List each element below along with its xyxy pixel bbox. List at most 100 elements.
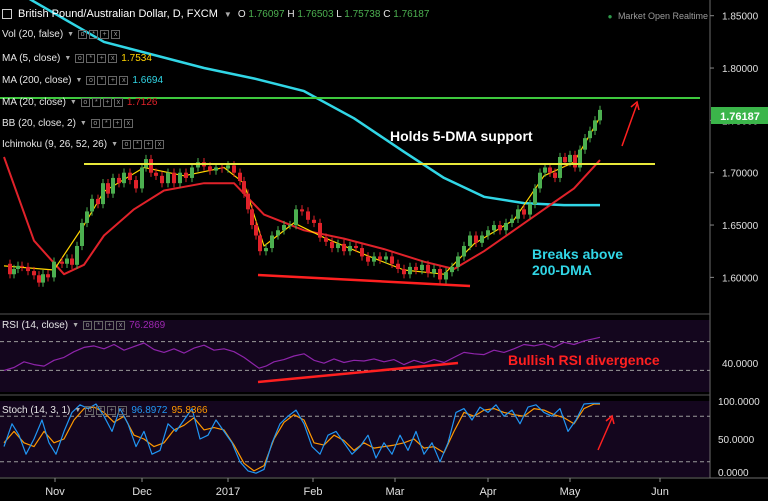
menu-icon[interactable]: ▼ <box>72 322 80 329</box>
candle-body <box>8 263 12 275</box>
candle-body <box>583 138 587 150</box>
candle-body <box>342 243 346 252</box>
indicator-buttons: o * + x <box>122 140 164 149</box>
candle-body <box>154 172 158 176</box>
close-icon[interactable]: x <box>113 98 123 107</box>
candle-body <box>444 272 448 280</box>
close-icon[interactable]: x <box>116 321 126 330</box>
stoch-tick-label: 50.0000 <box>718 435 755 446</box>
candle-body <box>414 266 418 271</box>
close-icon[interactable]: x <box>118 406 128 415</box>
add-icon[interactable]: + <box>107 406 117 415</box>
indicator-legend-ma200[interactable]: MA (200, close) ▼ o * + x 1.6694 <box>2 75 164 86</box>
eye-icon[interactable]: o <box>90 119 100 128</box>
add-icon[interactable]: + <box>102 98 112 107</box>
time-tick-label: May <box>560 486 581 498</box>
close-icon[interactable]: x <box>108 54 118 63</box>
menu-icon[interactable]: ▼ <box>69 99 77 106</box>
candle-body <box>220 167 224 169</box>
candle-body <box>106 183 110 194</box>
time-tick-label: Feb <box>304 486 323 498</box>
add-icon[interactable]: + <box>108 76 118 85</box>
candle-body <box>250 209 254 226</box>
eye-icon[interactable]: o <box>83 321 93 330</box>
up-arrow-head-icon <box>630 100 640 111</box>
menu-icon[interactable]: ▼ <box>67 31 75 38</box>
settings-icon[interactable]: * <box>94 321 104 330</box>
candle-body <box>573 154 577 168</box>
eye-icon[interactable]: o <box>85 406 95 415</box>
candle-body <box>128 172 132 181</box>
candle-body <box>172 172 176 184</box>
candle-body <box>432 268 436 274</box>
indicator-buttons: o * + x <box>85 406 128 415</box>
candle-body <box>26 266 30 272</box>
rsi-trendline[interactable] <box>257 361 459 384</box>
close-icon[interactable]: x <box>119 76 129 85</box>
time-tick-label: Jun <box>651 486 669 498</box>
indicator-legend-vol[interactable]: Vol (20, false) ▼ o * + x <box>2 29 121 40</box>
breaks-annotation-line2: 200-DMA <box>532 262 592 278</box>
indicator-legend-ichimoku[interactable]: Ichimoku (9, 26, 52, 26) ▼ o * + x <box>2 139 164 150</box>
stoch-k-value: 96.8972 <box>131 405 168 416</box>
settings-icon[interactable]: * <box>89 30 99 39</box>
candle-body <box>348 245 352 252</box>
add-icon[interactable]: + <box>97 54 107 63</box>
stoch-d-line <box>3 403 600 472</box>
symbol-title[interactable]: British Pound/Australian Dollar, D, FXCM <box>18 8 218 20</box>
settings-icon[interactable]: * <box>97 76 107 85</box>
eye-icon[interactable]: o <box>75 54 85 63</box>
candle-body <box>468 235 472 246</box>
menu-icon[interactable]: ▼ <box>79 120 87 127</box>
candle-body <box>160 175 164 184</box>
price-trendline[interactable] <box>257 273 471 288</box>
candle-body <box>553 172 557 178</box>
stoch-legend[interactable]: Stoch (14, 3, 1) ▼ o * + x 96.8972 95.8366 <box>2 405 208 416</box>
candle-body <box>37 275 41 283</box>
rsi-legend[interactable]: RSI (14, close) ▼ o * + x 76.2869 <box>2 320 166 331</box>
candle-body <box>378 256 382 260</box>
add-icon[interactable]: + <box>144 140 153 149</box>
settings-icon[interactable]: * <box>133 140 142 149</box>
price-tick-label: 1.80000 <box>722 64 759 75</box>
menu-icon[interactable]: ▼ <box>75 77 83 84</box>
menu-icon[interactable]: ▼ <box>64 55 72 62</box>
candle-body <box>324 237 328 242</box>
candle-body <box>474 235 478 243</box>
symbol-menu-icon[interactable]: ▼ <box>223 9 232 19</box>
menu-icon[interactable]: ▼ <box>74 407 82 414</box>
candle-body <box>533 188 537 205</box>
candle-body <box>178 172 182 184</box>
eye-icon[interactable]: o <box>122 140 131 149</box>
candle-body <box>282 225 286 231</box>
candle-body <box>318 222 322 238</box>
indicator-legend-bb[interactable]: BB (20, close, 2) ▼ o * + x <box>2 118 133 129</box>
ma200-value: 1.6694 <box>132 75 164 86</box>
candle-body <box>111 177 115 194</box>
candle-body <box>85 211 89 223</box>
candle-body <box>588 130 592 139</box>
add-icon[interactable]: + <box>105 321 115 330</box>
close-icon[interactable]: x <box>123 119 133 128</box>
candle-body <box>516 209 520 219</box>
add-icon[interactable]: + <box>100 30 110 39</box>
candle-body <box>20 265 24 267</box>
indicator-legend-ma5[interactable]: MA (5, close) ▼ o * + x 1.7534 <box>2 53 152 64</box>
ma5-value: 1.7534 <box>121 53 152 64</box>
settings-icon[interactable]: * <box>91 98 101 107</box>
eye-icon[interactable]: o <box>86 76 96 85</box>
settings-icon[interactable]: * <box>86 54 96 63</box>
eye-icon[interactable]: o <box>80 98 90 107</box>
eye-icon[interactable]: o <box>78 30 88 39</box>
settings-icon[interactable]: * <box>96 406 106 415</box>
close-icon[interactable]: x <box>155 140 164 149</box>
settings-icon[interactable]: * <box>101 119 111 128</box>
indicator-legend-ma20[interactable]: MA (20, close) ▼ o * + x 1.7126 <box>2 97 158 108</box>
close-icon[interactable]: x <box>111 30 121 39</box>
indicator-buttons: o * + x <box>83 321 126 330</box>
add-icon[interactable]: + <box>112 119 122 128</box>
menu-icon[interactable]: ▼ <box>111 141 118 148</box>
candle-body <box>504 222 508 231</box>
price-tick-label: 1.60000 <box>722 273 759 284</box>
